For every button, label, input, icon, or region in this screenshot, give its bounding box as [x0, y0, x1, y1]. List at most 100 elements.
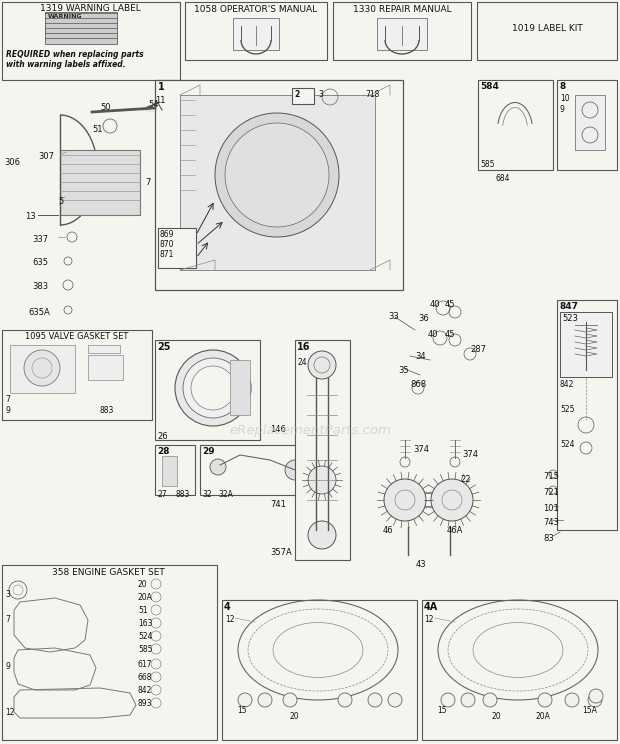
- Bar: [200, 445, 310, 495]
- Text: 307: 307: [38, 152, 54, 161]
- Circle shape: [565, 693, 579, 707]
- Text: WARNING: WARNING: [48, 14, 82, 19]
- Circle shape: [461, 693, 475, 707]
- Text: 883: 883: [100, 406, 114, 415]
- Text: 54: 54: [148, 100, 159, 109]
- Text: 9: 9: [5, 406, 10, 415]
- Text: 9: 9: [560, 105, 565, 114]
- Text: 4: 4: [224, 602, 231, 612]
- Text: 5: 5: [58, 197, 63, 206]
- Text: 12: 12: [225, 615, 234, 624]
- Text: 337: 337: [32, 235, 48, 244]
- Bar: [60, 150, 140, 215]
- Bar: [162, 456, 177, 486]
- Circle shape: [225, 123, 329, 227]
- Text: 51: 51: [138, 606, 148, 615]
- Text: 32A: 32A: [218, 490, 233, 499]
- Text: 12: 12: [5, 708, 14, 717]
- Text: REQUIRED when replacing parts: REQUIRED when replacing parts: [6, 50, 144, 59]
- Text: 585: 585: [138, 645, 153, 654]
- Bar: [45, 12, 117, 44]
- Text: 306: 306: [4, 158, 20, 167]
- Text: 27: 27: [157, 490, 167, 499]
- Text: 842: 842: [560, 380, 574, 389]
- Circle shape: [338, 693, 352, 707]
- Text: 7: 7: [5, 615, 10, 624]
- Text: 40: 40: [428, 330, 438, 339]
- Text: 15: 15: [237, 706, 247, 715]
- Bar: [557, 80, 617, 170]
- Text: 20: 20: [290, 712, 299, 721]
- Bar: [233, 18, 279, 50]
- Text: 46A: 46A: [447, 526, 463, 535]
- Text: 718: 718: [365, 90, 379, 99]
- Text: 869: 869: [160, 230, 174, 239]
- Text: 524: 524: [560, 440, 575, 449]
- Text: 43: 43: [416, 560, 427, 569]
- Bar: [560, 312, 612, 377]
- Text: 20: 20: [138, 580, 148, 589]
- Text: 523: 523: [562, 314, 578, 323]
- Circle shape: [368, 693, 382, 707]
- Bar: [230, 360, 250, 415]
- Bar: [185, 2, 327, 60]
- Text: 15: 15: [437, 706, 446, 715]
- Bar: [477, 2, 617, 60]
- Text: 83: 83: [543, 534, 554, 543]
- Text: 4A: 4A: [424, 602, 438, 612]
- Bar: [88, 355, 123, 380]
- Bar: [557, 300, 617, 530]
- Text: eReplacementParts.com: eReplacementParts.com: [229, 423, 391, 437]
- Text: 374: 374: [413, 445, 429, 454]
- Circle shape: [285, 460, 305, 480]
- Text: 2: 2: [294, 90, 299, 99]
- Circle shape: [483, 693, 497, 707]
- Circle shape: [238, 693, 252, 707]
- Text: 635A: 635A: [28, 308, 50, 317]
- Bar: [10, 345, 75, 393]
- Text: 1330 REPAIR MANUAL: 1330 REPAIR MANUAL: [353, 5, 451, 14]
- Text: 163: 163: [138, 619, 153, 628]
- Text: 842: 842: [138, 686, 153, 695]
- Bar: [422, 600, 617, 740]
- Text: 684: 684: [495, 174, 510, 183]
- Text: 7: 7: [5, 395, 10, 404]
- Text: 15A: 15A: [582, 706, 597, 715]
- Text: 524: 524: [138, 632, 153, 641]
- Text: 146: 146: [270, 425, 286, 434]
- Text: 721: 721: [543, 488, 559, 497]
- Text: 16: 16: [297, 342, 311, 352]
- Text: 12: 12: [424, 615, 433, 624]
- Text: 20A: 20A: [535, 712, 550, 721]
- Text: 741: 741: [270, 500, 286, 509]
- Circle shape: [589, 689, 603, 703]
- Text: 29: 29: [202, 447, 215, 456]
- Text: 1319 WARNING LABEL: 1319 WARNING LABEL: [40, 4, 140, 13]
- Circle shape: [283, 693, 297, 707]
- Circle shape: [191, 366, 235, 410]
- Bar: [377, 18, 427, 50]
- Circle shape: [384, 479, 426, 521]
- Circle shape: [258, 693, 272, 707]
- Text: 34: 34: [415, 352, 425, 361]
- Circle shape: [431, 479, 473, 521]
- Text: 847: 847: [560, 302, 579, 311]
- Bar: [575, 95, 605, 150]
- Bar: [478, 80, 553, 170]
- Text: 585: 585: [480, 160, 495, 169]
- Circle shape: [308, 351, 336, 379]
- Text: 13: 13: [25, 212, 35, 221]
- Text: 7: 7: [145, 178, 151, 187]
- Text: 10: 10: [560, 94, 570, 103]
- Circle shape: [210, 459, 226, 475]
- Circle shape: [441, 693, 455, 707]
- Text: 8: 8: [560, 82, 566, 91]
- Circle shape: [538, 693, 552, 707]
- Text: 383: 383: [32, 282, 48, 291]
- Bar: [180, 95, 375, 270]
- Bar: [155, 445, 195, 495]
- Text: 1: 1: [158, 82, 165, 92]
- Text: 374: 374: [462, 450, 478, 459]
- Text: 22: 22: [460, 475, 471, 484]
- Bar: [158, 228, 196, 268]
